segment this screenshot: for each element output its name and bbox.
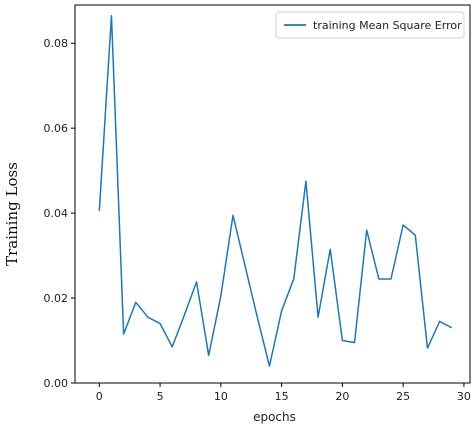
data-point (207, 354, 210, 357)
data-point (159, 322, 162, 325)
y-tick-label: 0.04 (44, 207, 69, 220)
data-point (134, 301, 137, 304)
data-point (414, 234, 417, 237)
data-point (317, 316, 320, 319)
data-point (353, 341, 356, 344)
series-line (98, 14, 453, 367)
data-point (219, 294, 222, 297)
data-point (329, 248, 332, 251)
y-tick-label: 0.02 (44, 292, 69, 305)
data-point (268, 365, 271, 368)
data-point (450, 326, 453, 329)
x-axis-label: epochs (253, 410, 296, 424)
data-point (171, 345, 174, 348)
y-axis-label: Training Loss (3, 162, 21, 266)
data-point (232, 214, 235, 217)
plot-area-frame (74, 4, 471, 384)
data-point (256, 316, 259, 319)
data-point (438, 320, 441, 323)
data-point (146, 316, 149, 319)
data-point (365, 229, 368, 232)
y-tick-label: 0.00 (44, 377, 69, 390)
y-tick-label: 0.06 (44, 122, 69, 135)
x-tick-label: 15 (275, 390, 289, 403)
data-point (122, 333, 125, 336)
data-point (110, 14, 113, 17)
data-point (98, 209, 101, 212)
legend-box (275, 11, 465, 39)
x-tick-label: 10 (214, 390, 228, 403)
legend-entry: training Mean Square Error (313, 19, 462, 32)
data-point (244, 265, 247, 268)
x-tick-label: 25 (396, 390, 410, 403)
y-tick-label: 0.08 (44, 37, 69, 50)
x-tick-label: 0 (96, 390, 103, 403)
data-point (280, 309, 283, 312)
data-point (183, 314, 186, 317)
data-point (402, 224, 405, 227)
x-tick-label: 5 (157, 390, 164, 403)
data-point (195, 280, 198, 283)
data-point (304, 180, 307, 183)
x-tick-label: 20 (335, 390, 349, 403)
data-point (377, 277, 380, 280)
data-point (341, 339, 344, 342)
data-point (426, 347, 429, 350)
x-tick-label: 30 (457, 390, 471, 403)
data-point (390, 277, 393, 280)
data-point (292, 277, 295, 280)
